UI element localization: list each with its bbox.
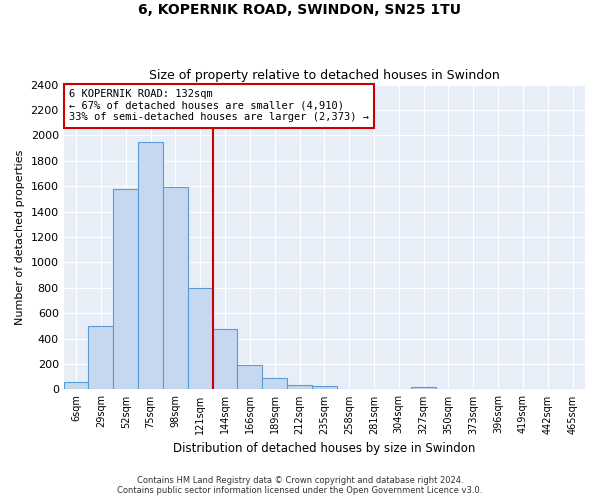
Bar [411,387,436,390]
Bar [113,188,138,390]
Title: Size of property relative to detached houses in Swindon: Size of property relative to detached ho… [149,69,500,82]
Bar [188,288,212,390]
Bar [312,386,337,390]
Bar [287,385,312,390]
Text: 6, KOPERNIK ROAD, SWINDON, SN25 1TU: 6, KOPERNIK ROAD, SWINDON, SN25 1TU [139,2,461,16]
Bar [138,142,163,390]
Text: Contains HM Land Registry data © Crown copyright and database right 2024.
Contai: Contains HM Land Registry data © Crown c… [118,476,482,495]
Bar [163,188,188,390]
Y-axis label: Number of detached properties: Number of detached properties [15,150,25,324]
Bar [64,382,88,390]
X-axis label: Distribution of detached houses by size in Swindon: Distribution of detached houses by size … [173,442,476,455]
Bar [262,378,287,390]
Bar [238,364,262,390]
Text: 6 KOPERNIK ROAD: 132sqm
← 67% of detached houses are smaller (4,910)
33% of semi: 6 KOPERNIK ROAD: 132sqm ← 67% of detache… [69,89,369,122]
Bar [88,326,113,390]
Bar [212,329,238,390]
